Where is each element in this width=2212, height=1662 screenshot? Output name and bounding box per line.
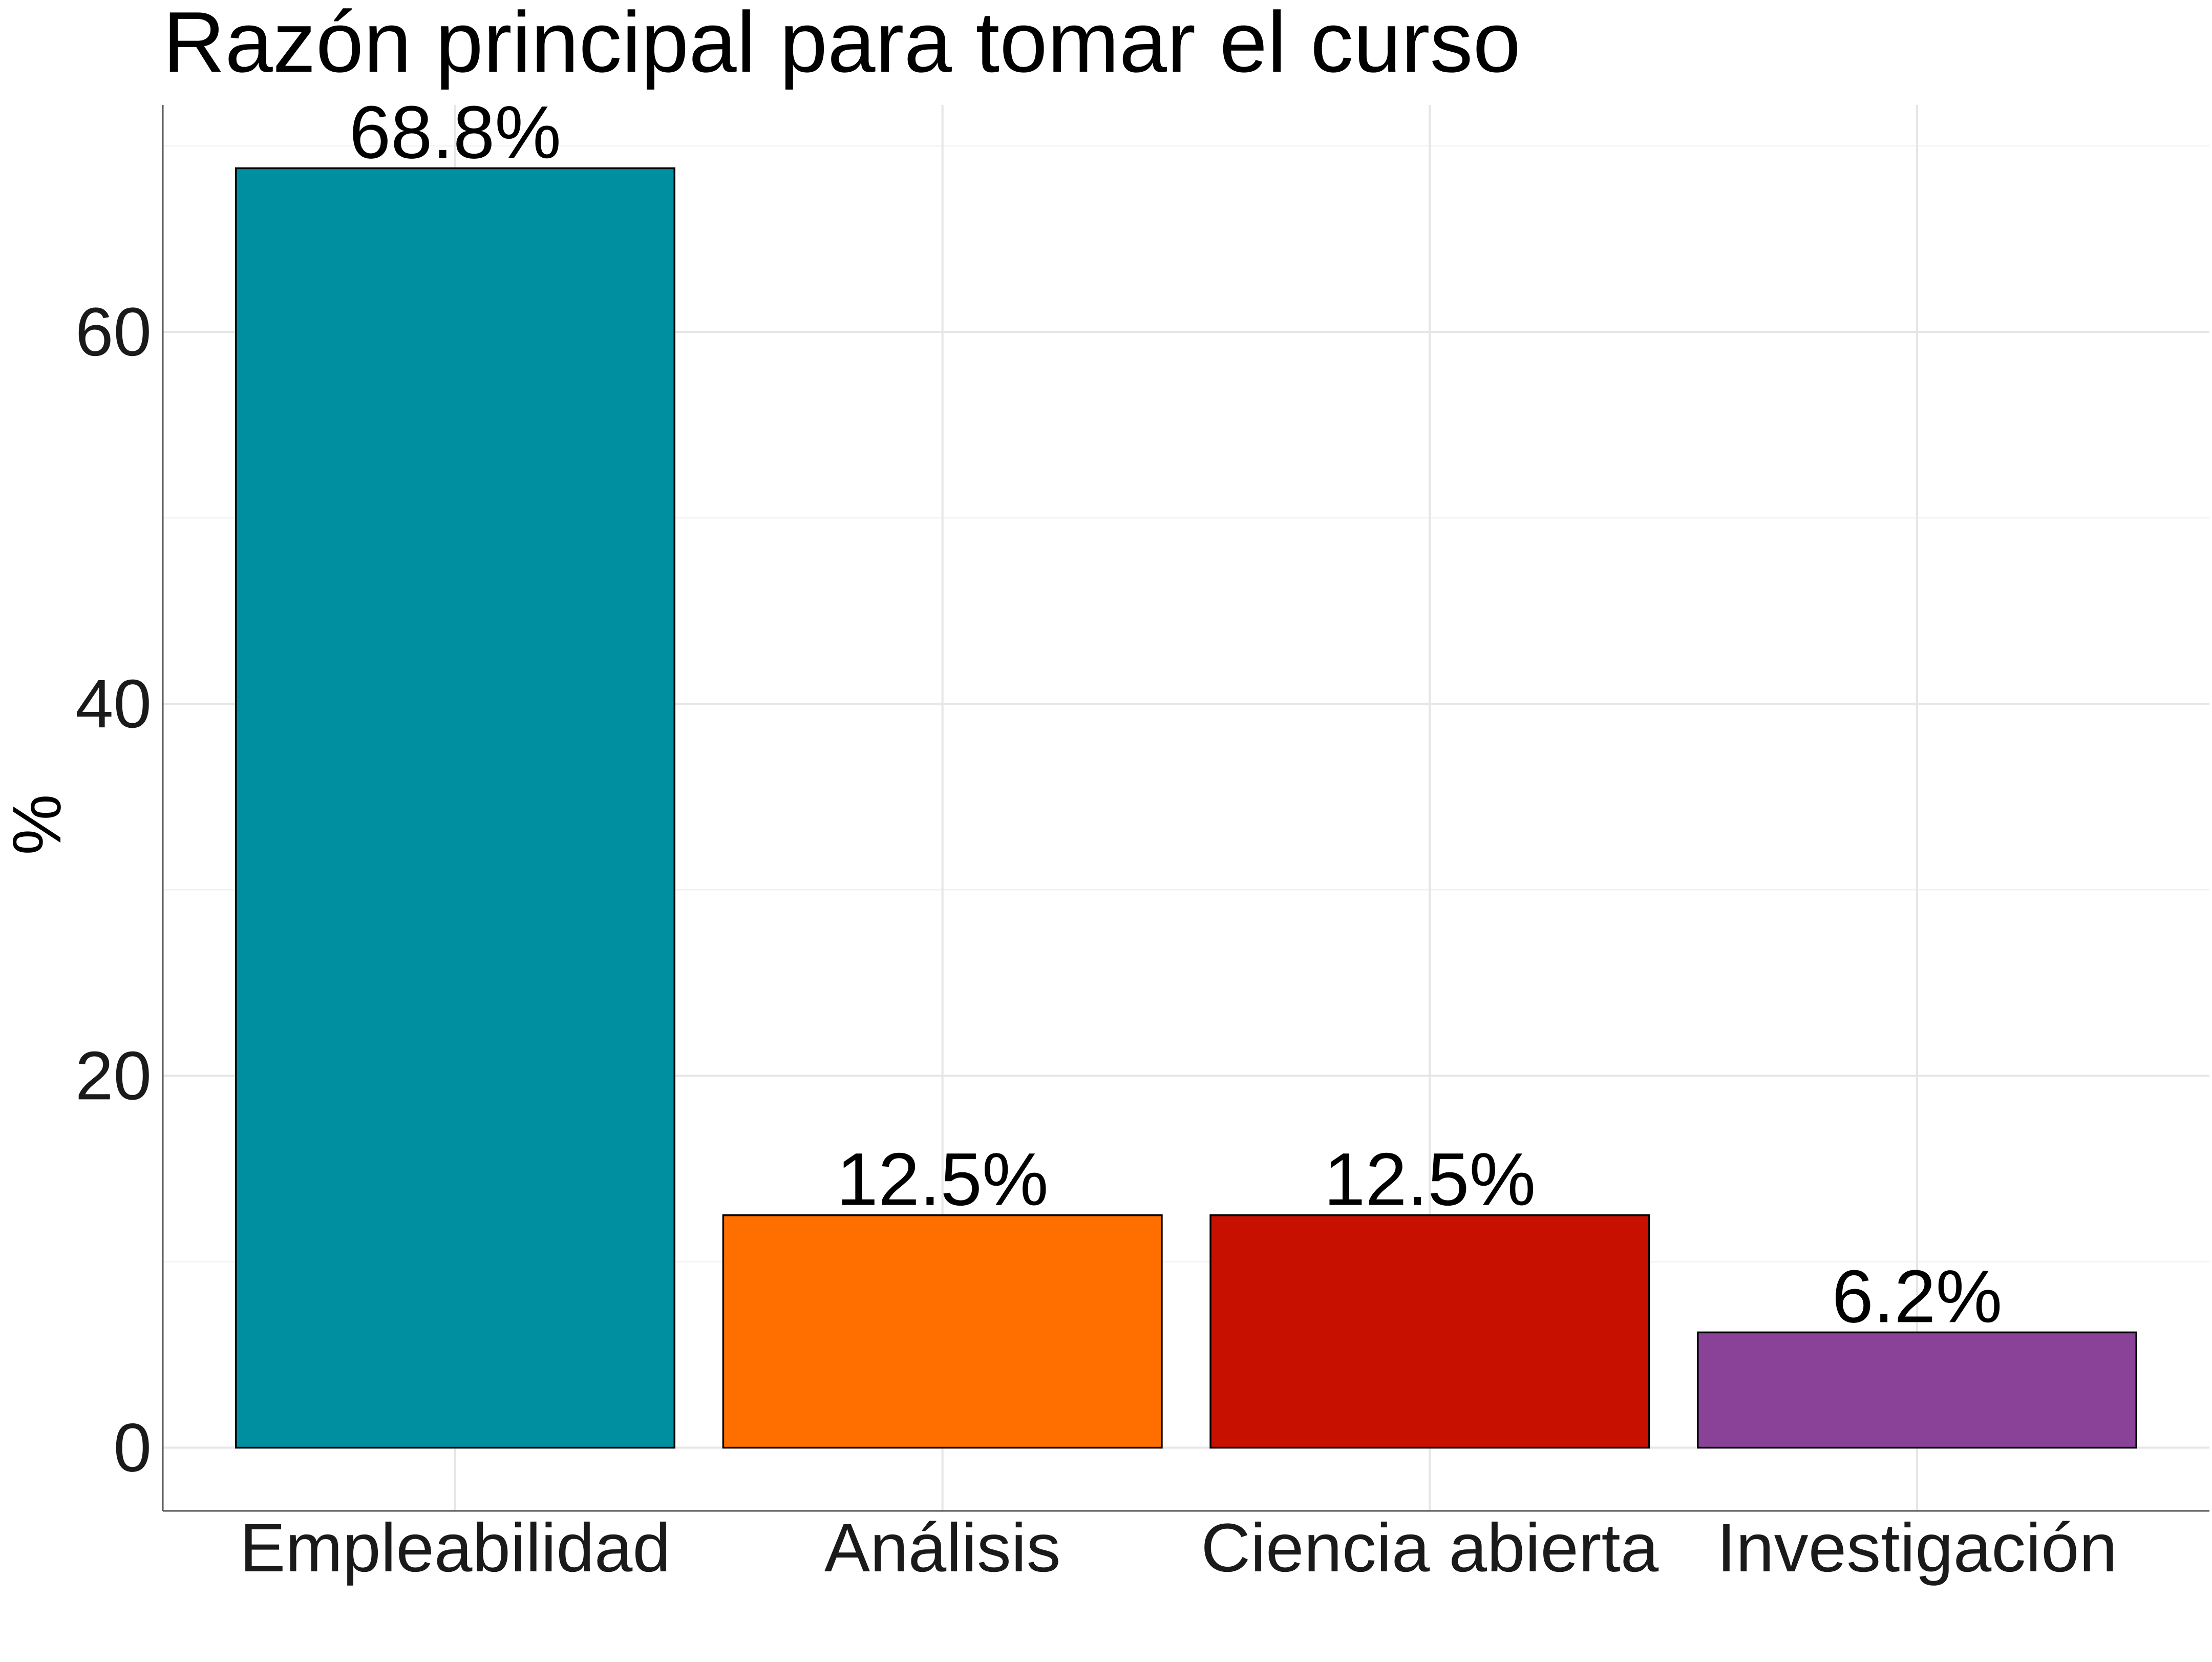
x-tick-label: Análisis [824, 1510, 1061, 1586]
bar-ciencia-abierta [1209, 1214, 1650, 1449]
data-label: 68.8% [349, 90, 561, 174]
data-label: 6.2% [1832, 1254, 2003, 1338]
y-tick-label: 20 [75, 1038, 152, 1114]
y-axis-label: % [0, 794, 75, 855]
data-labels: 68.8% 12.5% 12.5% 6.2% [349, 90, 2002, 1338]
bar-investigación [1697, 1331, 2137, 1449]
bars [235, 167, 2137, 1449]
y-tick-label: 0 [113, 1410, 152, 1486]
y-tick-label: 60 [75, 294, 152, 370]
axes: 0 20 40 60 Empleabilidad Análisis Ciencia abie… [75, 105, 2209, 1586]
x-tick-label: Investigación [1717, 1510, 2117, 1586]
bar-análisis [722, 1214, 1163, 1449]
data-label: 12.5% [1324, 1138, 1536, 1221]
x-tick-label: Ciencia abierta [1201, 1510, 1658, 1586]
chart-title: Razón principal para tomar el curso [163, 0, 1521, 90]
data-label: 12.5% [837, 1138, 1049, 1221]
bar-empleabilidad [235, 167, 675, 1449]
y-tick-label: 40 [75, 666, 152, 742]
x-tick-label: Empleabilidad [240, 1510, 671, 1586]
